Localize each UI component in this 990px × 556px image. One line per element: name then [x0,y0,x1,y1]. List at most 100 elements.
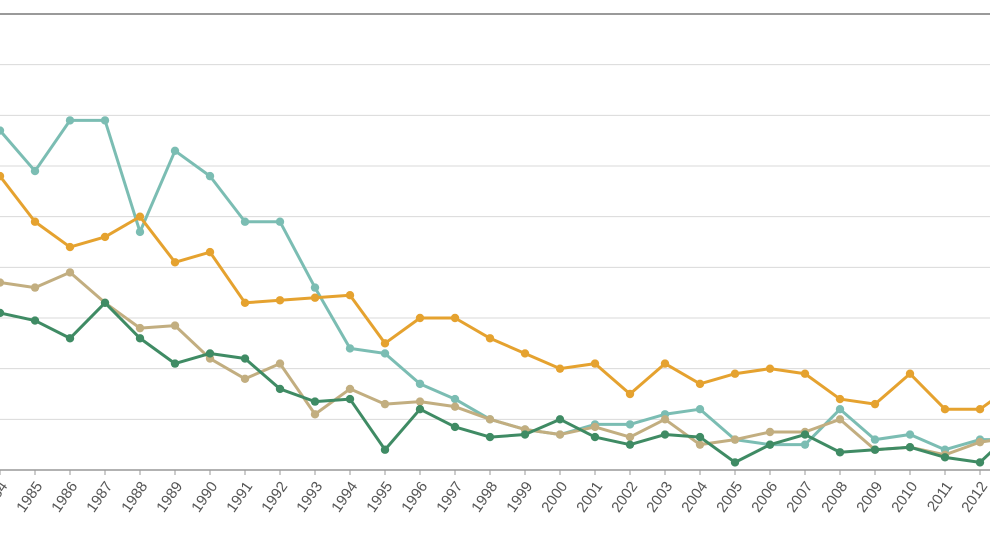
data-point [240,374,250,383]
data-point [975,458,985,467]
data-point [65,334,75,343]
data-point [695,379,705,389]
data-point [415,397,425,406]
data-point [170,359,180,368]
x-tick-label: 1991 [223,479,256,516]
data-point [555,415,565,424]
data-point [765,364,775,373]
x-tick-label: 2000 [538,479,571,516]
data-point [625,432,635,442]
data-point [205,247,215,257]
data-point [100,116,110,125]
data-point [975,437,985,447]
data-point [415,405,425,414]
data-point [310,410,320,419]
data-point [695,405,705,414]
data-point [135,227,145,237]
x-tick-label: 2005 [713,479,746,516]
data-point [520,349,530,358]
x-tick-label: 1997 [433,479,466,516]
data-point [590,432,600,442]
data-point [345,344,355,353]
data-point [905,369,915,378]
data-point [940,405,950,414]
data-point [870,435,880,444]
data-point [0,308,5,318]
series-group [0,116,990,467]
x-tick-label: 2008 [818,479,851,516]
data-point [275,296,285,305]
data-point [485,415,495,424]
data-point [730,435,740,444]
x-tick-label: 1989 [153,479,186,516]
x-tick-label: 2010 [888,479,921,516]
data-point [800,440,810,449]
data-point [730,369,740,378]
data-point [170,321,180,330]
data-point [380,339,390,348]
data-point [590,359,600,368]
x-tick-label: 1984 [0,479,11,516]
x-tick-label: 2009 [853,479,886,516]
data-point [590,422,600,432]
series-line [0,270,990,457]
data-point [870,399,880,409]
series-2 [0,171,990,414]
data-point [30,166,40,176]
data-point [30,283,40,292]
data-point [940,453,950,462]
data-point [240,354,250,363]
data-point [660,415,670,424]
x-tick-label: 1998 [468,479,501,516]
data-point [835,405,845,414]
data-point [765,440,775,449]
data-point [310,397,320,406]
series-line [0,174,990,411]
data-point [170,258,180,267]
x-tick-label: 1994 [328,479,361,516]
data-point [660,359,670,368]
data-point [415,313,425,323]
data-point [905,430,915,439]
x-tick-label: 1985 [13,479,46,516]
data-point [380,349,390,358]
data-point [205,349,215,358]
data-point [555,364,565,373]
x-tick-label: 1993 [293,479,326,516]
x-tick-label: 1986 [48,479,81,516]
data-point [625,420,635,429]
data-point [520,430,530,439]
x-axis: 1984 1985 1986 1987 1988 1989 1990 1991 1992 1993… [0,469,990,516]
data-point [835,415,845,424]
data-point [100,232,110,242]
x-tick-label: 2006 [748,479,781,516]
x-tick-label: 2011 [924,479,956,515]
data-point [65,116,75,125]
data-point [380,399,390,409]
data-point [0,278,5,287]
data-point [800,430,810,439]
data-point [240,217,250,226]
x-tick-label: 2007 [783,479,816,516]
data-point [415,379,425,389]
data-point [625,389,635,399]
x-tick-label: 1990 [188,479,221,516]
data-point [800,369,810,378]
x-tick-label: 1996 [398,479,431,516]
data-point [450,313,460,323]
data-point [765,427,775,437]
data-point [240,298,250,307]
data-point [275,217,285,226]
data-point [660,430,670,439]
series-4 [0,298,990,467]
gridlines [0,64,990,420]
data-point [310,283,320,292]
x-tick-label: 1992 [258,479,291,516]
x-tick-label: 2012 [958,479,990,516]
data-point [205,171,215,181]
data-point [0,171,5,181]
data-point [0,126,5,135]
x-tick-label: 1988 [118,479,151,516]
series-1 [0,116,990,454]
